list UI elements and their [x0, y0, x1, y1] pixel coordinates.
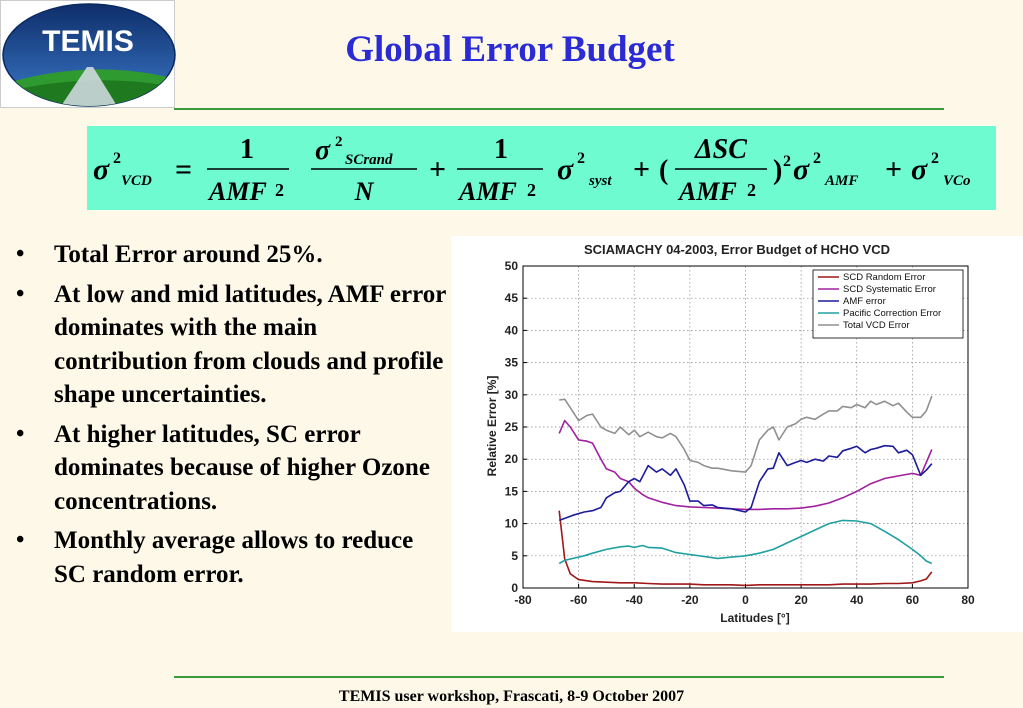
- chart-title: SCIAMACHY 04-2003, Error Budget of HCHO …: [584, 242, 890, 257]
- formula-syst-sub: syst: [588, 173, 612, 189]
- formula-frac2-sq: 2: [527, 180, 536, 200]
- formula-plus-3: +: [885, 153, 902, 186]
- legend-label: AMF error: [843, 296, 886, 307]
- y-tick-label: 15: [505, 484, 519, 498]
- series-line-2: [558, 444, 933, 522]
- y-tick-label: 25: [505, 420, 519, 434]
- top-divider: [174, 108, 944, 110]
- bottom-divider: [174, 676, 944, 678]
- series-line-3: [558, 519, 933, 565]
- series-line-0: [558, 510, 933, 587]
- formula-lhs-sigma: σ: [93, 153, 110, 186]
- formula-n: N: [354, 177, 375, 206]
- formula-paren-open: (: [659, 155, 668, 186]
- chart-xlabel: Latitudes [°]: [720, 611, 789, 625]
- bullet-item: At higher latitudes, SC error dominates …: [14, 418, 446, 519]
- y-tick-label: 40: [505, 323, 519, 337]
- legend-label: Pacific Correction Error: [843, 308, 941, 319]
- x-tick-label: 0: [742, 593, 749, 607]
- formula-sigma-amf-exp: 2: [813, 150, 821, 167]
- x-tick-label: -80: [514, 593, 532, 607]
- formula-sigma-scrand: σ: [315, 135, 331, 166]
- formula-sigma-amf: σ: [793, 153, 810, 186]
- series-line-4: [559, 395, 933, 473]
- formula-frac3-den: AMF: [677, 177, 737, 206]
- formula-frac1-den: AMF: [207, 177, 267, 206]
- formula-sigma-vco-exp: 2: [931, 150, 939, 167]
- y-tick-label: 50: [505, 259, 519, 273]
- legend-label: Total VCD Error: [843, 320, 910, 331]
- series-line-1: [558, 419, 933, 511]
- formula-paren-close: ): [773, 155, 782, 186]
- x-tick-label: 20: [794, 593, 808, 607]
- formula-amf-sub: AMF: [824, 173, 858, 189]
- slide-footer: TEMIS user workshop, Frascati, 8-9 Octob…: [338, 688, 685, 705]
- chart-svg: SCIAMACHY 04-2003, Error Budget of HCHO …: [485, 242, 975, 625]
- y-tick-label: 0: [511, 581, 518, 595]
- y-tick-label: 35: [505, 356, 519, 370]
- formula-frac1-sq: 2: [275, 180, 284, 200]
- error-formula: σ 2 VCD = 1 AMF 2 σ 2 SCrand N + 1 AMF 2…: [87, 126, 996, 210]
- bullet-item: Monthly average allows to reduce SC rand…: [14, 524, 446, 591]
- formula-lhs-sub: VCD: [121, 173, 152, 189]
- legend-label: SCD Systematic Error: [843, 284, 936, 295]
- formula-plus-2: +: [633, 153, 650, 186]
- legend-label: SCD Random Error: [843, 272, 925, 283]
- y-tick-label: 45: [505, 291, 519, 305]
- y-tick-label: 5: [511, 549, 518, 563]
- bullet-item: At low and mid latitudes, AMF error domi…: [14, 278, 446, 412]
- y-tick-label: 20: [505, 452, 519, 466]
- legend-box: [812, 269, 964, 339]
- logo-text: TEMIS: [42, 25, 134, 58]
- formula-delta-sc: ΔSC: [694, 134, 747, 165]
- formula-equals: =: [175, 153, 192, 186]
- temis-logo: TEMIS: [0, 0, 176, 108]
- bullet-item: Total Error around 25%.: [14, 238, 446, 272]
- x-tick-label: -20: [681, 593, 699, 607]
- formula-frac2-num: 1: [494, 134, 508, 165]
- formula-lhs-exp: 2: [113, 150, 121, 167]
- x-tick-label: 80: [961, 593, 975, 607]
- formula-paren-sq: 2: [783, 153, 791, 170]
- y-tick-label: 30: [505, 388, 519, 402]
- bullet-list: Total Error around 25%. At low and mid l…: [14, 238, 446, 597]
- formula-sigma-scrand-exp: 2: [335, 134, 343, 150]
- x-tick-label: -40: [626, 593, 644, 607]
- formula-sigma-syst: σ: [557, 153, 574, 186]
- formula-frac3-sq: 2: [747, 180, 756, 200]
- y-tick-label: 10: [505, 517, 519, 531]
- temis-logo-graphic: TEMIS: [2, 3, 176, 107]
- formula-sigma-vco: σ: [911, 153, 928, 186]
- x-tick-label: -60: [570, 593, 588, 607]
- formula-vco-sub: VCo: [943, 173, 971, 189]
- x-tick-label: 60: [906, 593, 920, 607]
- formula-sigma-syst-exp: 2: [577, 150, 585, 167]
- formula-scrand-sub: SCrand: [345, 152, 393, 168]
- slide-title: Global Error Budget: [345, 29, 675, 70]
- error-budget-chart: SCIAMACHY 04-2003, Error Budget of HCHO …: [451, 236, 1023, 632]
- chart-ylabel: Relative Error [%]: [485, 376, 499, 477]
- formula-frac1-num: 1: [240, 134, 254, 165]
- formula-frac2-den: AMF: [457, 177, 517, 206]
- x-tick-label: 40: [850, 593, 864, 607]
- formula-plus-1: +: [429, 153, 446, 186]
